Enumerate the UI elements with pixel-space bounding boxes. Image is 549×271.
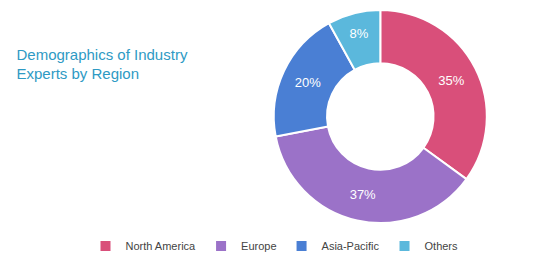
svg-text:Europe: Europe: [241, 240, 276, 252]
svg-text:Others: Others: [425, 240, 459, 252]
svg-text:North America: North America: [126, 240, 197, 252]
svg-text:35%: 35%: [438, 73, 464, 88]
svg-text:Demographics of IndustryExpert: Demographics of IndustryExperts by Regio…: [16, 46, 187, 82]
svg-text:8%: 8%: [349, 26, 368, 41]
svg-text:Asia-Pacific: Asia-Pacific: [322, 240, 380, 252]
svg-text:20%: 20%: [295, 75, 321, 90]
svg-text:37%: 37%: [350, 187, 376, 202]
